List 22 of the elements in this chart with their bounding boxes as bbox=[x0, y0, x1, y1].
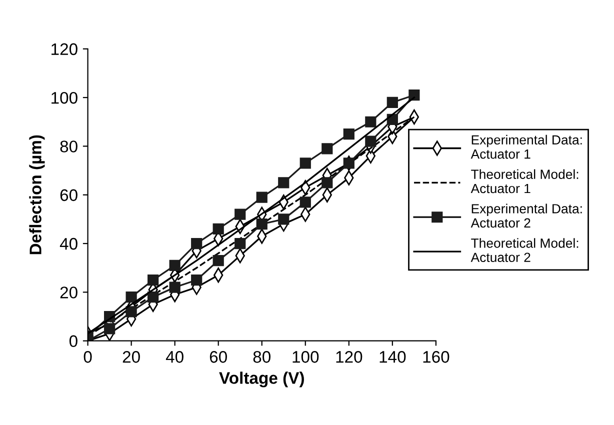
legend-label: Experimental Data: Actuator 1 bbox=[470, 134, 582, 159]
legend-label: Theoretical Model: Actuator 1 bbox=[470, 169, 578, 194]
x-tick-label: 160 bbox=[423, 351, 450, 363]
y-tick-label: 40 bbox=[60, 238, 78, 250]
y-tick-label: 60 bbox=[60, 189, 78, 202]
y-tick-label: 20 bbox=[60, 286, 78, 298]
legend-label: Theoretical Model: Actuator 2 bbox=[470, 238, 578, 262]
x-tick-label: 40 bbox=[166, 351, 184, 363]
y-axis-title: Deflection (µm) bbox=[29, 135, 45, 254]
x-tick-label: 80 bbox=[253, 351, 270, 363]
legend-label: Experimental Data: Actuator 2 bbox=[470, 204, 582, 228]
y-tick-label: 100 bbox=[52, 92, 78, 104]
x-axis-title: Voltage (V) bbox=[219, 372, 304, 388]
x-tick-label: 100 bbox=[292, 351, 319, 363]
x-tick-label: 20 bbox=[122, 351, 140, 363]
y-tick-label: 0 bbox=[69, 335, 78, 348]
y-tick-label: 120 bbox=[52, 43, 78, 56]
x-tick-label: 0 bbox=[84, 351, 92, 363]
x-tick-label: 120 bbox=[336, 351, 362, 363]
x-tick-label: 60 bbox=[210, 351, 227, 363]
x-tick-label: 140 bbox=[380, 351, 406, 363]
y-tick-label: 80 bbox=[60, 140, 78, 152]
